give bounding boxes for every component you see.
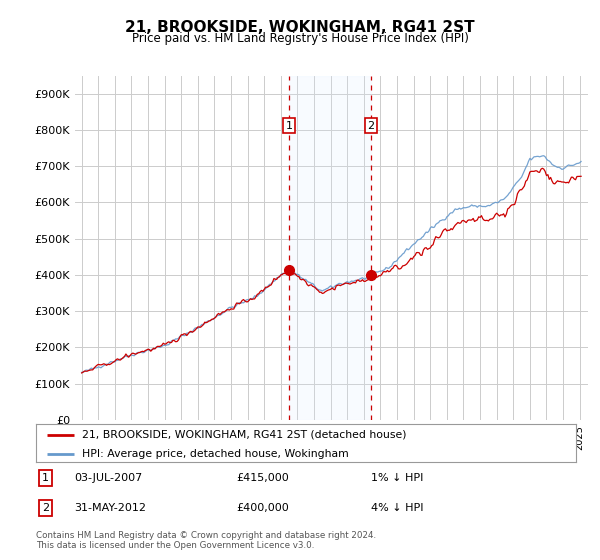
Text: 31-MAY-2012: 31-MAY-2012 (74, 503, 146, 514)
Text: 2: 2 (42, 503, 49, 514)
Text: Contains HM Land Registry data © Crown copyright and database right 2024.
This d: Contains HM Land Registry data © Crown c… (36, 531, 376, 550)
Text: 2: 2 (367, 120, 374, 130)
Text: 1: 1 (42, 473, 49, 483)
Text: £400,000: £400,000 (236, 503, 289, 514)
Text: £415,000: £415,000 (236, 473, 289, 483)
Text: 4% ↓ HPI: 4% ↓ HPI (371, 503, 424, 514)
Text: 1% ↓ HPI: 1% ↓ HPI (371, 473, 423, 483)
Text: Price paid vs. HM Land Registry's House Price Index (HPI): Price paid vs. HM Land Registry's House … (131, 32, 469, 45)
Text: 21, BROOKSIDE, WOKINGHAM, RG41 2ST: 21, BROOKSIDE, WOKINGHAM, RG41 2ST (125, 20, 475, 35)
Text: 1: 1 (286, 120, 293, 130)
Text: 21, BROOKSIDE, WOKINGHAM, RG41 2ST (detached house): 21, BROOKSIDE, WOKINGHAM, RG41 2ST (deta… (82, 430, 406, 440)
Text: 03-JUL-2007: 03-JUL-2007 (74, 473, 142, 483)
Bar (289, 76, 371, 420)
Text: HPI: Average price, detached house, Wokingham: HPI: Average price, detached house, Woki… (82, 449, 349, 459)
